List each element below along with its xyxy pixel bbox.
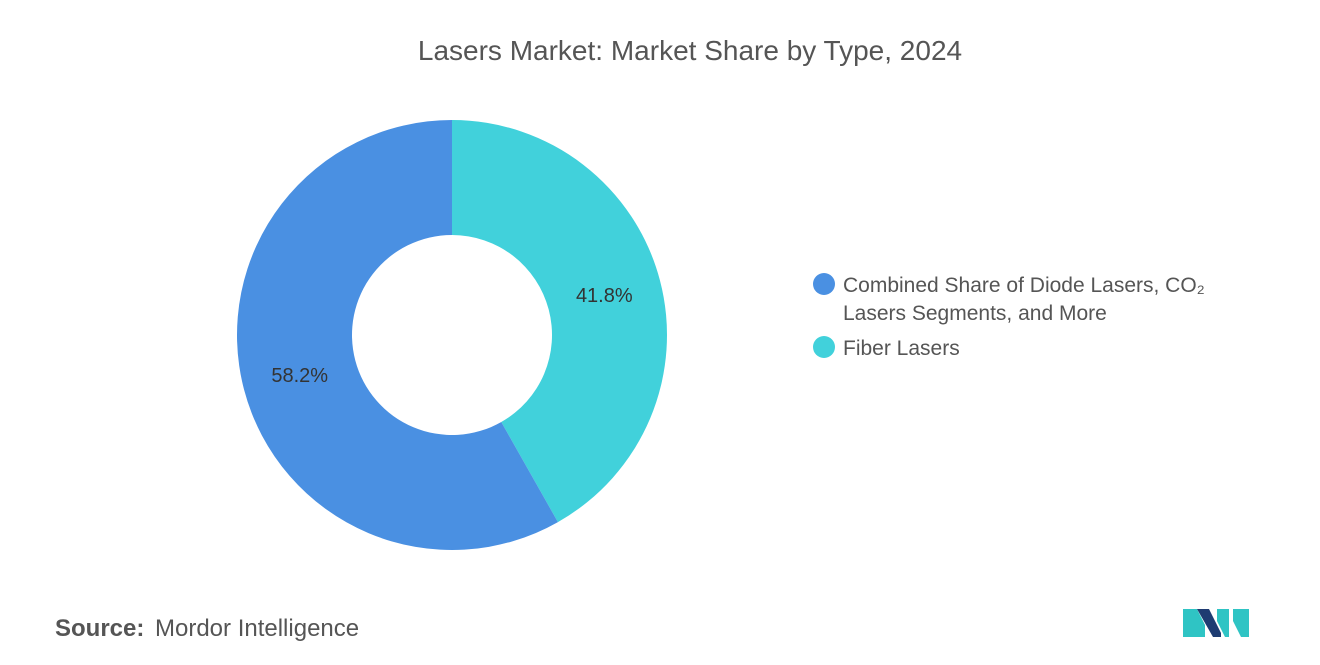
legend: Combined Share of Diode Lasers, CO₂ Laser… <box>813 273 1205 360</box>
slice-value-label-0: 58.2% <box>271 365 328 387</box>
slice-labels: 41.8% 58.2% <box>271 285 633 387</box>
legend-marker-1 <box>813 336 835 358</box>
chart-title: Lasers Market: Market Share by Type, 202… <box>418 35 962 66</box>
legend-label-0-1: Lasers Segments, and More <box>843 302 1107 325</box>
mordor-intelligence-logo-icon <box>1183 609 1249 637</box>
donut-slices <box>236 120 667 551</box>
source-value: Mordor Intelligence <box>155 615 359 642</box>
legend-label-0-0: Combined Share of Diode Lasers, CO₂ <box>843 274 1205 297</box>
legend-marker-0 <box>813 273 835 295</box>
slice-value-label-1: 41.8% <box>576 285 633 307</box>
legend-label-1-0: Fiber Lasers <box>843 337 960 360</box>
donut-slice-1 <box>452 120 667 523</box>
donut-slice-0 <box>236 120 558 551</box>
source-label: Source: <box>55 615 144 642</box>
